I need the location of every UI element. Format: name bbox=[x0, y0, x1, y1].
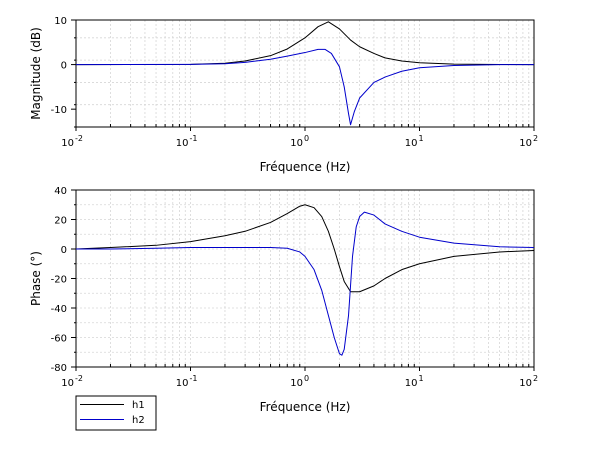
phase-x-tick-exponent: -2 bbox=[75, 374, 83, 383]
legend-label-h2: h2 bbox=[132, 415, 145, 426]
phase-y-tick-label: 40 bbox=[54, 186, 67, 197]
magnitude-x-tick-label: 10 bbox=[405, 138, 418, 149]
phase-x-tick-exponent: 2 bbox=[533, 374, 538, 383]
phase-x-tick-exponent: -1 bbox=[190, 374, 198, 383]
legend-box bbox=[75, 395, 157, 431]
magnitude-x-tick-label: 10 bbox=[61, 138, 74, 149]
phase-y-tick-label: -80 bbox=[51, 363, 67, 374]
magnitude-x-tick-exponent: -1 bbox=[190, 134, 198, 143]
phase-x-tick-label: 10 bbox=[519, 378, 532, 389]
magnitude-grid bbox=[75, 20, 534, 128]
magnitude-x-tick-exponent: 2 bbox=[533, 134, 538, 143]
magnitude-x-tick-label: 10 bbox=[176, 138, 189, 149]
phase-y-tick-label: -60 bbox=[51, 334, 67, 345]
magnitude-x-tick-label: 10 bbox=[519, 138, 532, 149]
phase-x-tick-exponent: 0 bbox=[304, 374, 309, 383]
magnitude-series-h1 bbox=[75, 21, 535, 66]
magnitude-x-tick-exponent: -2 bbox=[75, 134, 83, 143]
magnitude-series bbox=[75, 21, 535, 126]
phase-y-tick-label: -40 bbox=[51, 304, 67, 315]
phase-grid bbox=[75, 189, 534, 368]
magnitude-series-h2 bbox=[75, 48, 534, 126]
magnitude-y-axis-label: Magnitude (dB) bbox=[29, 27, 43, 120]
phase-series-h1 bbox=[75, 204, 535, 293]
magnitude-y-tick-label: -10 bbox=[51, 105, 67, 116]
phase-x-tick-label: 10 bbox=[290, 378, 303, 389]
phase-x-tick-label: 10 bbox=[176, 378, 189, 389]
magnitude-y-tick-label: 0 bbox=[61, 61, 67, 72]
phase-y-tick-label: 20 bbox=[54, 216, 67, 227]
legend-label-h1: h1 bbox=[132, 400, 145, 411]
magnitude-y-tick-label: 10 bbox=[54, 16, 67, 27]
phase-x-tick-exponent: 1 bbox=[419, 374, 424, 383]
magnitude-x-axis-label: Fréquence (Hz) bbox=[260, 160, 351, 174]
phase-series bbox=[75, 204, 535, 356]
magnitude-x-tick-exponent: 0 bbox=[304, 134, 309, 143]
phase-x-tick-label: 10 bbox=[405, 378, 418, 389]
phase-series-h2 bbox=[76, 211, 535, 356]
phase-x-tick-label: 10 bbox=[61, 378, 74, 389]
phase-y-tick-label: 0 bbox=[61, 245, 67, 256]
magnitude-x-tick-exponent: 1 bbox=[419, 134, 424, 143]
phase-x-axis-label: Fréquence (Hz) bbox=[260, 400, 351, 414]
legend: h1 h2 bbox=[75, 395, 157, 431]
phase-y-tick-label: -20 bbox=[51, 275, 67, 286]
magnitude-x-tick-label: 10 bbox=[290, 138, 303, 149]
phase-y-axis-label: Phase (°) bbox=[29, 251, 43, 306]
